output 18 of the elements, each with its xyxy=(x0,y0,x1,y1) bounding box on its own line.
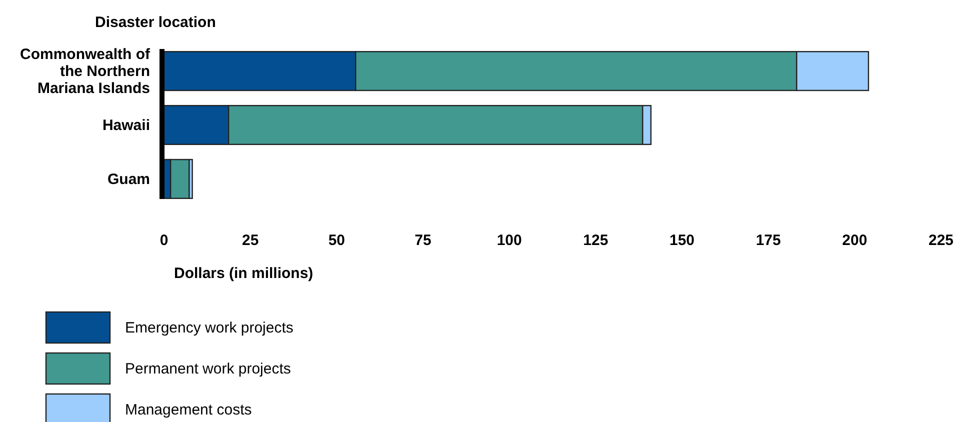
y-tick-label: Guam xyxy=(107,170,150,188)
legend-label: Management costs xyxy=(125,402,252,418)
x-tick-label: 150 xyxy=(669,232,695,249)
x-tick-label: 25 xyxy=(242,232,259,249)
x-tick-label: 100 xyxy=(496,232,522,249)
x-tick-label: 175 xyxy=(756,232,781,249)
x-tick-label: 75 xyxy=(414,232,432,249)
legend-label: Emergency work projects xyxy=(125,320,294,336)
x-tick-label: 50 xyxy=(328,232,346,249)
x-tick-label: 200 xyxy=(842,232,868,249)
x-tick-label: 225 xyxy=(928,232,954,249)
chart-title: Disaster location xyxy=(95,14,216,31)
legend-label: Permanent work projects xyxy=(125,360,291,378)
x-axis-title: Dollars (in millions) xyxy=(174,265,314,282)
y-tick-label: Hawaii xyxy=(102,116,150,134)
x-tick-label: 0 xyxy=(160,232,168,249)
x-tick-label: 125 xyxy=(583,232,608,249)
y-tick-label: Commonwealth of the Northern Mariana Islands xyxy=(20,46,151,97)
